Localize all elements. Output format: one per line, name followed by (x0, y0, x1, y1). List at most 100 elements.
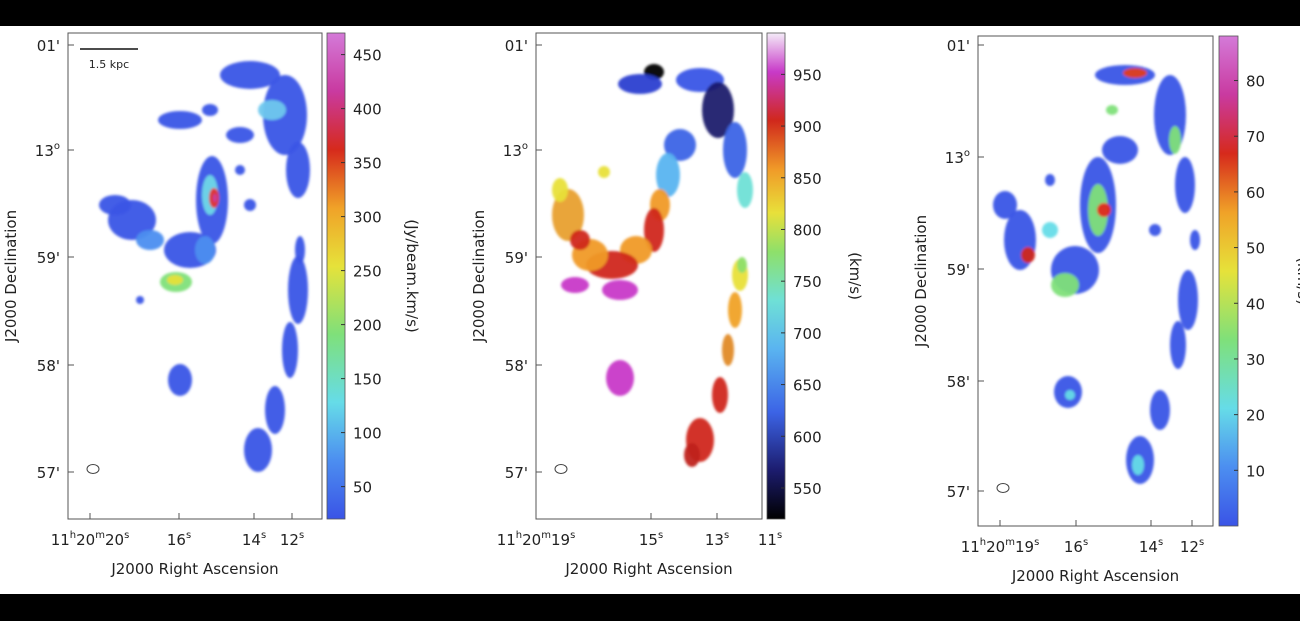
x-tick-label: 15s (639, 530, 663, 549)
x-tick-sup: s (299, 530, 304, 541)
x-tick-sup: s (124, 530, 129, 541)
emission-region (286, 142, 310, 198)
colorbar-label: (Jy/beam.km/s) (403, 219, 421, 333)
emission-region (220, 61, 280, 89)
emission-region (258, 100, 286, 120)
emission-region (265, 386, 285, 434)
x-tick-label: 12s (280, 530, 304, 549)
x-tick-sup: s (777, 530, 782, 541)
y-tick-sup: o (54, 141, 60, 152)
x-tick-label: 13s (705, 530, 729, 549)
x-tick-sup: h (516, 530, 522, 541)
emission-region (195, 236, 215, 264)
colorbar-tick-label: 400 (353, 101, 382, 119)
colorbar-tick-label: 100 (353, 425, 382, 443)
emission-region (684, 443, 700, 467)
colorbar-tick-label: 850 (793, 170, 822, 188)
x-axis-label: J2000 Right Ascension (564, 560, 732, 578)
x-tick-part: 20 (986, 538, 1005, 556)
emission-region (263, 75, 307, 155)
x-tick-part: 15 (639, 531, 658, 549)
x-tick-sup: m (541, 530, 551, 541)
colorbar-tick-label: 250 (353, 263, 382, 281)
emission-region (202, 104, 218, 116)
y-tick-label: 57' (947, 483, 970, 501)
emission-region (1042, 222, 1058, 238)
emission-region (288, 256, 308, 324)
emission-region (167, 275, 183, 285)
y-tick-label: 01' (505, 37, 528, 55)
x-tick-part: 20 (76, 531, 95, 549)
x-tick-part: 16 (167, 531, 186, 549)
x-tick-part: 20 (522, 531, 541, 549)
colorbar-tick-label: 800 (793, 221, 822, 239)
colorbar-label: (km/s) (846, 252, 864, 300)
x-tick-label: 12s (1180, 537, 1204, 556)
colorbar-tick-label: 80 (1246, 73, 1265, 91)
x-tick-label: 11h20m19s (961, 537, 1040, 556)
x-tick-label: 11s (758, 530, 782, 549)
emission-map (99, 61, 310, 472)
x-tick-sup: s (658, 530, 663, 541)
x-tick-part: 12 (1180, 538, 1199, 556)
emission-region (737, 172, 753, 208)
emission-region (561, 277, 589, 293)
emission-region (552, 178, 568, 202)
emission-region (1021, 247, 1035, 263)
x-tick-sup: m (95, 530, 105, 541)
emission-region (168, 364, 192, 396)
colorbar-label: (km/s) (1294, 257, 1300, 305)
emission-region (664, 129, 696, 161)
emission-region (1150, 390, 1170, 430)
y-tick-sup: o (964, 148, 970, 159)
beam-ellipse (86, 464, 100, 474)
x-tick-sup: s (1034, 537, 1039, 548)
emission-region (1175, 157, 1195, 213)
x-tick-part: 11 (758, 531, 777, 549)
x-tick-part: 11 (497, 531, 516, 549)
x-tick-sup: s (1158, 537, 1163, 548)
emission-region (1190, 230, 1200, 250)
emission-region (712, 377, 728, 413)
x-tick-part: 14 (242, 531, 261, 549)
colorbar-tick-label: 950 (793, 66, 822, 84)
colorbar-tick-label: 30 (1246, 351, 1265, 369)
x-tick-sup: s (261, 530, 266, 541)
colorbar-tick-label: 700 (793, 325, 822, 343)
x-tick-part: 20 (105, 531, 124, 549)
y-tick-sup: o (522, 141, 528, 152)
colorbar (1218, 35, 1239, 527)
x-tick-part: 19 (1015, 538, 1034, 556)
emission-region (213, 194, 217, 202)
y-tick-label: 13o (35, 141, 60, 160)
emission-region (598, 166, 610, 178)
emission-region (1106, 105, 1118, 115)
emission-region (1045, 174, 1055, 186)
colorbar-tick-label: 60 (1246, 184, 1265, 202)
colorbar-tick-label: 300 (353, 209, 382, 227)
emission-region (723, 122, 747, 178)
emission-region (244, 199, 256, 211)
emission-region (1149, 224, 1161, 236)
colorbar-tick-label: 650 (793, 377, 822, 395)
emission-region (99, 195, 131, 215)
y-tick-label: 01' (947, 37, 970, 55)
y-tick-label: 57' (505, 464, 528, 482)
emission-region (1051, 273, 1079, 297)
y-axis-label: J2000 Declination (2, 210, 20, 343)
x-tick-sup: s (724, 530, 729, 541)
x-tick-sup: s (186, 530, 191, 541)
x-tick-part: 12 (280, 531, 299, 549)
y-tick-label: 58' (947, 373, 970, 391)
emission-map (552, 64, 753, 467)
x-tick-sup: s (1199, 537, 1204, 548)
emission-region (1170, 321, 1186, 369)
colorbar-tick-label: 750 (793, 273, 822, 291)
y-tick-label: 58' (505, 357, 528, 375)
x-tick-part: 13 (705, 531, 724, 549)
colorbar-tick-label: 600 (793, 428, 822, 446)
x-tick-part: 14 (1139, 538, 1158, 556)
x-tick-sup: s (1083, 537, 1088, 548)
